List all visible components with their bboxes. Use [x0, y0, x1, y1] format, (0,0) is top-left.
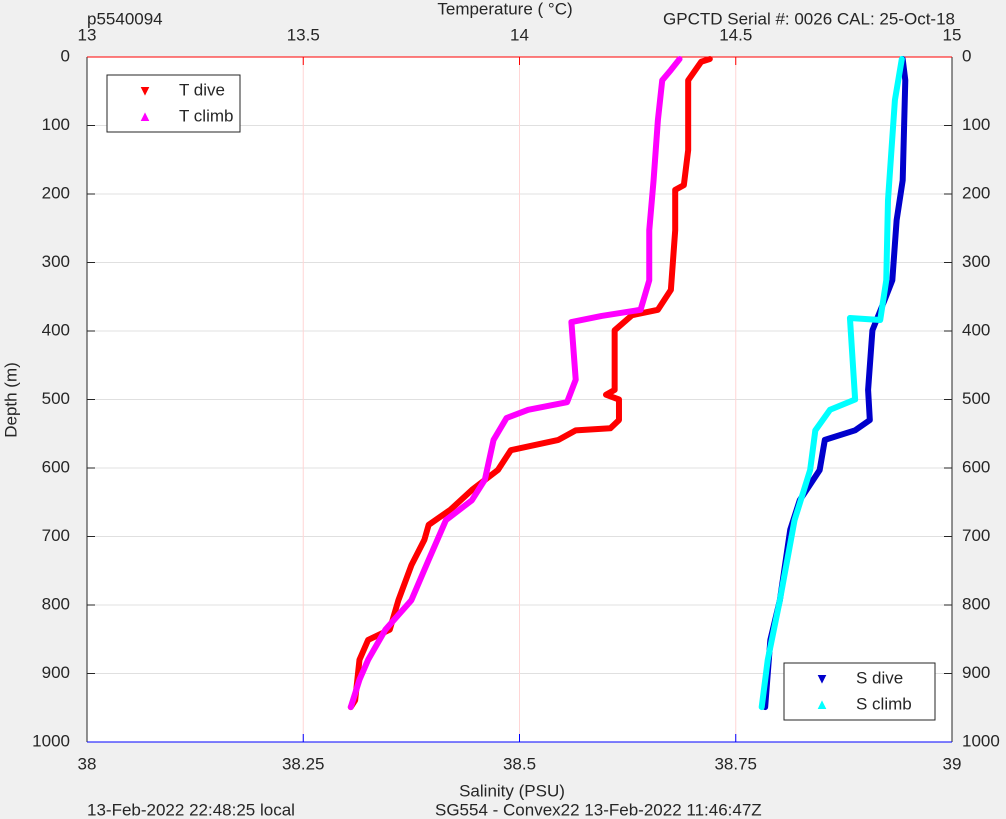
y-tick-label: 700 [962, 526, 990, 545]
x-tick-label: 38.75 [714, 754, 757, 773]
y-tick-label: 300 [42, 252, 70, 271]
x-tick-label: 38.5 [503, 754, 536, 773]
legend-box [783, 662, 936, 721]
legend-marker [817, 675, 827, 684]
y-tick-label: 100 [962, 115, 990, 134]
y-tick-label: 800 [42, 594, 70, 613]
x2-tick-label: 14.5 [719, 25, 752, 44]
y-tick-label: 1000 [962, 731, 1000, 750]
x-tick-label: 38 [78, 754, 97, 773]
y-tick-label: 200 [962, 183, 990, 202]
legend-marker [140, 112, 150, 121]
legend-label: T dive [179, 80, 225, 99]
y-tick-label: 0 [962, 46, 971, 65]
x-axis-label: Salinity (PSU) [459, 781, 565, 800]
profile-line [347, 56, 713, 711]
footer-right: SG554 - Convex22 13-Feb-2022 11:46:47Z [435, 800, 762, 819]
profile-line [758, 56, 905, 711]
y-tick-label: 1000 [32, 731, 70, 750]
y-tick-label: 600 [42, 457, 70, 476]
footer-left: 13-Feb-2022 22:48:25 local [87, 800, 295, 819]
y-tick-label: 400 [42, 320, 70, 339]
legend-label: S dive [856, 668, 903, 687]
y-tick-label: 200 [42, 183, 70, 202]
y-axis-label: Depth (m) [1, 362, 20, 438]
y-tick-label: 400 [962, 320, 990, 339]
x-tick-label: 38.25 [282, 754, 325, 773]
y-tick-label: 900 [962, 663, 990, 682]
y-tick-label: 100 [42, 115, 70, 134]
x2-tick-label: 14 [510, 25, 529, 44]
y-tick-label: 0 [61, 46, 70, 65]
legend-marker [817, 700, 827, 709]
profile-line [347, 56, 683, 711]
y-tick-label: 500 [42, 389, 70, 408]
x2-tick-label: 13.5 [287, 25, 320, 44]
y-tick-label: 900 [42, 663, 70, 682]
y-tick-label: 700 [42, 526, 70, 545]
x-tick-label: 39 [943, 754, 962, 773]
x2-tick-label: 15 [943, 25, 962, 44]
legend-label: S climb [856, 694, 912, 713]
chart-title: p5540094 [87, 9, 163, 28]
y-tick-label: 800 [962, 594, 990, 613]
legend-marker [140, 87, 150, 96]
y-tick-label: 300 [962, 252, 990, 271]
top-axis-label: Temperature ( °C) [437, 0, 572, 18]
x2-tick-label: 13 [78, 25, 97, 44]
y-tick-label: 600 [962, 457, 990, 476]
y-tick-label: 500 [962, 389, 990, 408]
legend-label: T climb [179, 106, 233, 125]
subtitle: GPCTD Serial #: 0026 CAL: 25-Oct-18 [663, 9, 955, 28]
legend-box [106, 74, 241, 133]
